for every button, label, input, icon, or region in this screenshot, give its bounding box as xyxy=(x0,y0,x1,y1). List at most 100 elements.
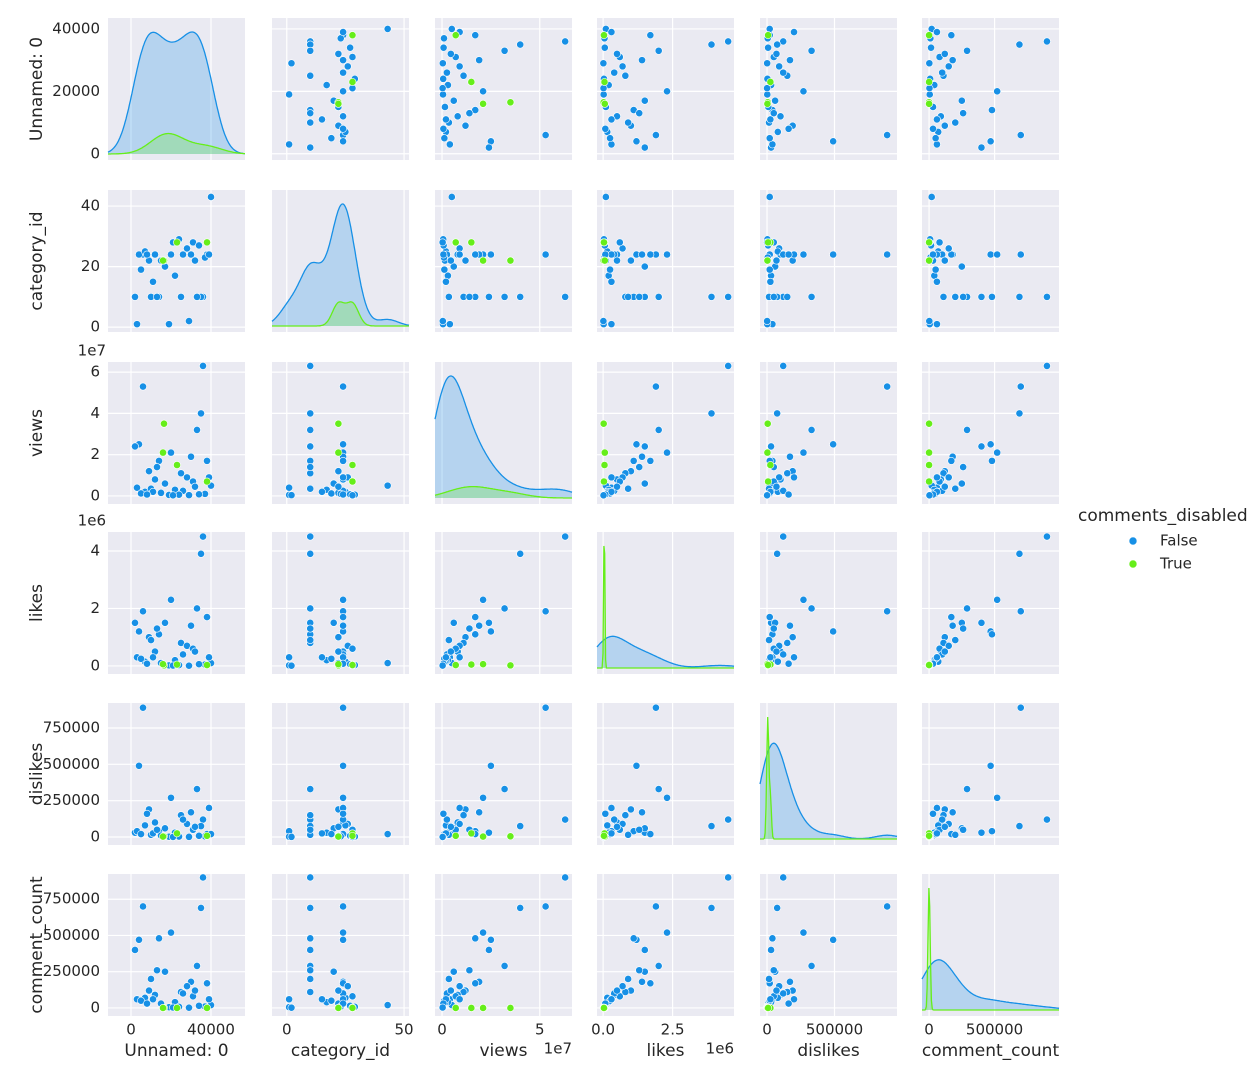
scatter-point xyxy=(145,467,153,476)
scatter-point xyxy=(306,426,315,434)
scatter-point xyxy=(195,660,203,669)
kde-area xyxy=(108,32,245,154)
panel-background xyxy=(922,874,1059,1016)
scatter-point xyxy=(318,487,326,496)
scatter-point xyxy=(455,820,464,828)
x-tick-label: 0 xyxy=(924,1021,934,1039)
scatter-point xyxy=(624,484,633,493)
scatter-point xyxy=(486,935,495,944)
panel xyxy=(759,703,898,845)
scatter-point xyxy=(329,967,338,976)
x-offset-label: 1e6 xyxy=(706,1040,734,1058)
scatter-point xyxy=(1016,382,1025,391)
scatter-point xyxy=(334,986,343,995)
panel xyxy=(108,532,245,674)
scatter-point xyxy=(179,650,187,659)
scatter-point xyxy=(769,109,778,118)
scatter-point xyxy=(203,477,211,486)
scatter-point xyxy=(765,193,774,201)
scatter-point xyxy=(607,804,616,812)
scatter-point xyxy=(786,452,794,461)
scatter-point xyxy=(348,53,357,61)
panel xyxy=(922,18,1059,160)
scatter-point xyxy=(925,317,934,326)
y-tick-label: 0 xyxy=(90,828,100,846)
panel xyxy=(435,190,572,332)
scatter-point xyxy=(779,989,788,998)
scatter-point xyxy=(786,621,794,630)
y-tick-label: 0 xyxy=(90,998,100,1016)
scatter-point xyxy=(334,633,343,642)
scatter-point xyxy=(306,636,315,644)
scatter-point xyxy=(933,473,941,482)
scatter-point xyxy=(807,426,816,434)
scatter-point xyxy=(944,641,953,650)
scatter-point xyxy=(306,811,315,820)
scatter-point xyxy=(561,37,570,46)
scatter-point xyxy=(455,804,464,812)
scatter-point xyxy=(986,250,995,259)
scatter-point xyxy=(339,793,347,802)
scatter-point xyxy=(607,115,616,124)
scatter-point xyxy=(646,456,655,465)
scatter-point xyxy=(613,49,621,58)
scatter-point xyxy=(807,46,816,55)
panel xyxy=(760,18,897,160)
scatter-point xyxy=(931,265,940,274)
y-tick-label: 6 xyxy=(90,363,100,381)
panel xyxy=(760,362,897,504)
scatter-point xyxy=(500,785,509,793)
legend-label: True xyxy=(1159,555,1192,573)
scatter-point xyxy=(600,43,609,52)
scatter-point xyxy=(925,831,933,840)
x-tick-label: 0 xyxy=(126,1021,136,1039)
scatter-point xyxy=(471,250,480,259)
panel xyxy=(108,362,245,504)
scatter-point xyxy=(185,491,193,500)
scatter-point xyxy=(925,661,933,669)
kde-area xyxy=(272,204,409,326)
scatter-point xyxy=(187,250,195,259)
scatter-point xyxy=(479,1004,487,1012)
scatter-point xyxy=(185,832,193,841)
scatter-point xyxy=(442,115,450,124)
scatter-point xyxy=(940,49,949,58)
scatter-point xyxy=(167,928,175,937)
y-tick-label: 0 xyxy=(90,486,100,504)
scatter-point xyxy=(765,265,774,274)
scatter-point xyxy=(440,134,449,143)
scatter-point xyxy=(179,815,187,824)
scatter-point xyxy=(929,250,937,259)
scatter-point xyxy=(763,317,772,326)
scatter-point xyxy=(343,982,352,991)
kde-line xyxy=(272,301,409,327)
panel-background xyxy=(108,874,245,1016)
panel xyxy=(272,873,409,1016)
scatter-point xyxy=(707,904,716,912)
y-axis-label: Unnamed: 0 xyxy=(27,37,47,141)
scatter-point xyxy=(784,999,793,1008)
y-tick-label: 4 xyxy=(90,541,100,559)
scatter-point xyxy=(1016,703,1025,712)
scatter-point xyxy=(139,703,147,712)
scatter-point xyxy=(1016,131,1025,139)
scatter-point xyxy=(775,62,784,71)
scatter-point xyxy=(348,644,357,653)
scatter-point xyxy=(799,595,808,604)
scatter-point xyxy=(786,977,794,986)
scatter-point xyxy=(599,59,608,68)
scatter-point xyxy=(951,292,960,301)
scatter-point xyxy=(933,829,941,838)
scatter-point xyxy=(285,995,294,1004)
x-tick-label: 0 xyxy=(437,1021,447,1039)
scatter-point xyxy=(663,87,671,96)
scatter-point xyxy=(516,292,525,301)
y-tick-label: 750000 xyxy=(43,718,100,736)
scatter-point xyxy=(652,382,660,391)
scatter-point xyxy=(516,822,525,831)
scatter-point xyxy=(883,607,892,616)
scatter-point xyxy=(195,241,203,250)
scatter-point xyxy=(779,650,788,659)
scatter-point xyxy=(618,62,627,71)
scatter-point xyxy=(707,822,716,831)
